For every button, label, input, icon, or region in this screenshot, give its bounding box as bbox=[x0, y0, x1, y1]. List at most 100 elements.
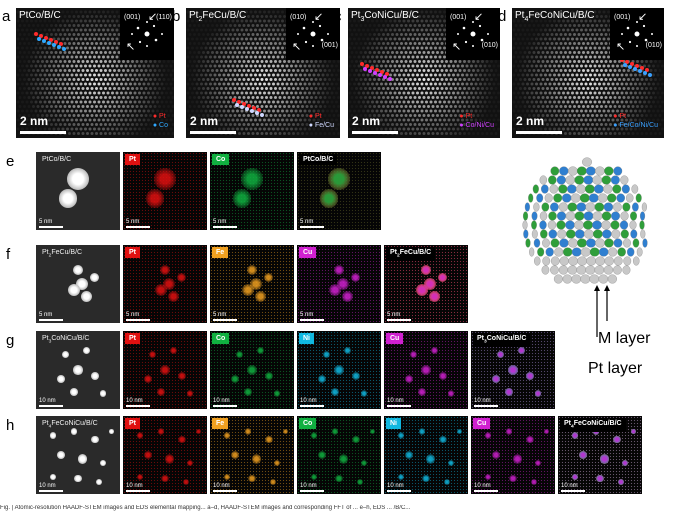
scale-line bbox=[474, 405, 498, 407]
legend-item: ● Pt bbox=[459, 112, 494, 121]
element-legend: ● Pt ● Co/Ni/Cu bbox=[459, 112, 494, 130]
particle bbox=[418, 428, 425, 435]
scale-line bbox=[213, 405, 237, 407]
arrow-icon: ↙ bbox=[474, 11, 484, 23]
particle bbox=[82, 346, 91, 355]
particle bbox=[167, 291, 179, 302]
atom-sphere bbox=[523, 211, 529, 221]
atom-sphere bbox=[534, 256, 541, 266]
particle bbox=[310, 432, 317, 439]
scale-line bbox=[474, 490, 498, 492]
arrow-icon: ↖ bbox=[292, 41, 302, 53]
arrow-icon: ↙ bbox=[638, 11, 648, 23]
atom-sphere bbox=[533, 202, 540, 212]
atom-sphere bbox=[524, 202, 530, 212]
atom-sphere bbox=[620, 229, 629, 239]
scale-bar: 10 nm bbox=[300, 398, 324, 407]
atom-sphere bbox=[570, 193, 581, 203]
element-legend: ● Pt ● Fe/Co/Ni/Cu bbox=[613, 112, 658, 130]
atom-marker bbox=[370, 66, 374, 70]
atom-marker bbox=[380, 70, 384, 74]
atom-sphere bbox=[537, 247, 545, 257]
particle bbox=[241, 284, 255, 297]
atom-sphere bbox=[542, 256, 551, 266]
atom-marker bbox=[260, 113, 264, 117]
figure-caption: Fig. | Atomic-resolution HAADF-STEM imag… bbox=[0, 505, 411, 511]
atom-sphere bbox=[585, 166, 596, 176]
scale-line bbox=[39, 490, 63, 492]
atom-sphere bbox=[598, 274, 609, 284]
particle bbox=[319, 189, 339, 209]
particle bbox=[405, 375, 414, 384]
particle bbox=[438, 372, 447, 381]
atom-sphere bbox=[559, 166, 569, 176]
atom-marker bbox=[640, 66, 644, 70]
particle bbox=[90, 273, 100, 283]
sample-name: Pt4FeCoNiCu/B/C bbox=[515, 10, 595, 23]
particle bbox=[421, 365, 431, 375]
atom-sphere bbox=[594, 202, 605, 212]
atom-marker bbox=[630, 62, 634, 66]
atom-marker bbox=[625, 60, 629, 64]
panel-label-b: b bbox=[172, 8, 181, 25]
atom-sphere bbox=[613, 265, 622, 275]
scale-bar: 10 nm bbox=[474, 483, 498, 492]
scale-bar-label: 5 nm bbox=[126, 219, 140, 225]
legend-item: ● Fe/Co/Ni/Cu bbox=[613, 121, 658, 130]
scale-line bbox=[213, 490, 237, 492]
legend-dot: ● bbox=[459, 113, 466, 120]
particle bbox=[351, 372, 360, 381]
legend-dot: ● bbox=[152, 113, 160, 120]
scale-bar: 10 nm bbox=[300, 483, 324, 492]
particle bbox=[335, 474, 343, 483]
atom-sphere bbox=[592, 229, 603, 239]
element-tag: Pt bbox=[125, 418, 140, 429]
atom-sphere bbox=[613, 238, 623, 248]
atom-sphere bbox=[595, 238, 605, 248]
sample-name: PtCo/B/C bbox=[42, 156, 72, 163]
atom-marker bbox=[385, 72, 389, 76]
particle bbox=[241, 168, 263, 191]
atom-sphere bbox=[539, 175, 547, 185]
particle bbox=[264, 372, 273, 381]
particle bbox=[535, 459, 542, 466]
panel-label-f: f bbox=[6, 246, 11, 263]
overlay-tag: PtCo/B/C bbox=[299, 154, 338, 165]
atom-sphere bbox=[571, 274, 582, 284]
atom-sphere bbox=[550, 256, 560, 266]
eds-map-co: Co 10 nm bbox=[210, 331, 294, 409]
particle bbox=[512, 454, 522, 464]
atom-sphere bbox=[583, 175, 594, 185]
scale-line bbox=[39, 226, 63, 228]
atom-sphere bbox=[574, 175, 585, 185]
particle bbox=[169, 346, 178, 355]
atom-marker bbox=[37, 37, 41, 41]
atom-sphere bbox=[622, 265, 631, 275]
atom-sphere bbox=[594, 265, 605, 275]
particle bbox=[232, 189, 252, 209]
particle bbox=[328, 168, 350, 191]
atom-sphere bbox=[541, 202, 550, 212]
atom-sphere bbox=[585, 265, 596, 275]
particle bbox=[318, 451, 327, 459]
atom-sphere bbox=[568, 256, 579, 266]
atom-sphere bbox=[562, 193, 572, 203]
particle bbox=[90, 435, 99, 444]
particle bbox=[484, 473, 491, 480]
atom-sphere bbox=[547, 220, 557, 230]
atom-sphere bbox=[577, 256, 588, 266]
scale-bar-label: 5 nm bbox=[39, 312, 53, 318]
particle bbox=[57, 375, 66, 384]
element-tag: Cu bbox=[386, 333, 404, 344]
scale-bar-label: 2 nm bbox=[352, 114, 381, 128]
scale-bar-label: 2 nm bbox=[190, 114, 219, 128]
particle bbox=[144, 375, 153, 384]
atom-sphere bbox=[610, 220, 620, 230]
eds-map-pt: Pt 10 nm bbox=[123, 416, 207, 494]
atom-sphere bbox=[633, 256, 640, 266]
atom-sphere bbox=[632, 238, 640, 248]
legend-item: ● Pt bbox=[153, 112, 168, 121]
fft-pattern bbox=[457, 21, 489, 47]
particle bbox=[156, 387, 165, 396]
atom-sphere bbox=[593, 184, 604, 194]
